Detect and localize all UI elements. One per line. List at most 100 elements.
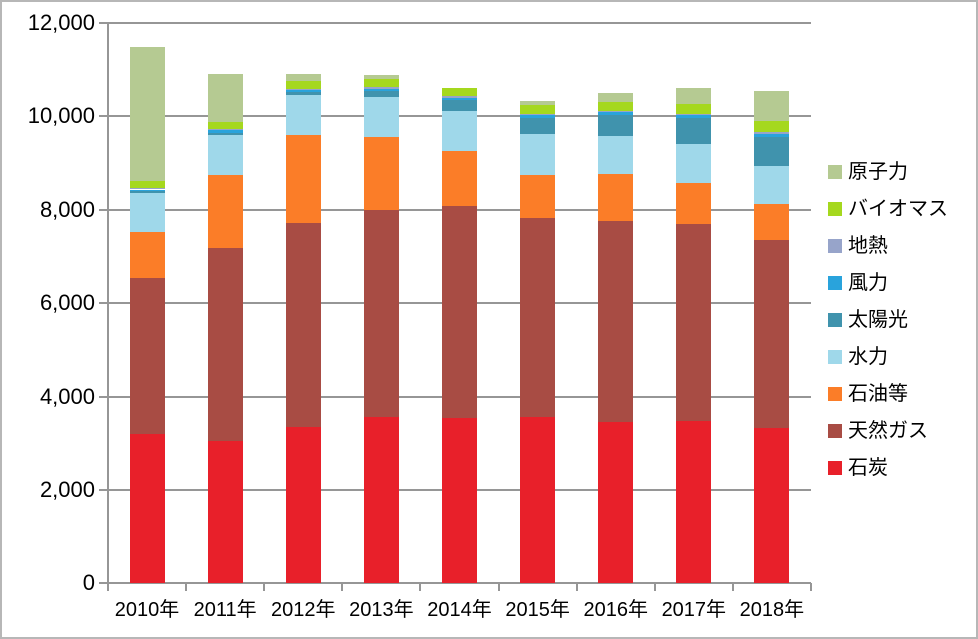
bar-segment-太陽光 <box>207 132 243 135</box>
x-axis-label: 2018年 <box>739 599 805 621</box>
bar-segment-水力 <box>676 143 712 183</box>
bar-segment-地熱 <box>520 113 556 116</box>
bar-segment-バイオマス <box>520 105 556 114</box>
x-tick <box>419 583 422 592</box>
bar-segment-風力 <box>598 112 634 116</box>
y-axis-label: 4,000 <box>39 383 95 409</box>
bar-segment-天然ガス <box>598 220 634 423</box>
x-tick <box>185 583 188 592</box>
bar-segment-水力 <box>363 97 399 137</box>
legend-label: バイオマス <box>848 198 948 220</box>
bar-segment-バイオマス <box>207 121 243 130</box>
bar-segment-風力 <box>520 115 556 118</box>
legend-swatch-icon <box>828 165 842 179</box>
bar-segment-水力 <box>754 166 790 205</box>
bar-segment-石油等 <box>598 173 634 221</box>
bar-segment-地熱 <box>598 110 634 113</box>
legend-swatch-icon <box>828 387 842 401</box>
bar-segment-石炭 <box>754 428 790 584</box>
bar-segment-天然ガス <box>363 209 399 417</box>
bar-segment-風力 <box>363 88 399 92</box>
x-tick <box>575 583 578 592</box>
bar-segment-太陽光 <box>676 118 712 144</box>
bar-segment-原子力 <box>363 74 399 80</box>
bar-segment-風力 <box>442 97 477 101</box>
y-axis-label: 8,000 <box>39 196 95 222</box>
bar-segment-原子力 <box>754 91 790 122</box>
bar-segment-石油等 <box>363 136 399 210</box>
bar-segment-太陽光 <box>129 191 165 193</box>
bar-segment-石油等 <box>754 204 790 241</box>
legend-swatch-icon <box>828 202 842 216</box>
bar-segment-太陽光 <box>754 137 790 167</box>
bar-segment-バイオマス <box>285 80 321 89</box>
bar-segment-風力 <box>676 115 712 119</box>
bar-segment-風力 <box>207 130 243 133</box>
bar-segment-バイオマス <box>676 103 712 114</box>
y-tick <box>99 395 108 398</box>
y-tick <box>99 208 108 211</box>
legend-label: 石油等 <box>848 383 908 405</box>
bar-segment-バイオマス <box>754 121 790 133</box>
y-axis-label: 2,000 <box>39 476 95 502</box>
bar-segment-石炭 <box>285 427 321 584</box>
legend-label: 天然ガス <box>848 420 928 442</box>
bar-segment-太陽光 <box>520 117 556 134</box>
bar-segment-天然ガス <box>520 218 556 418</box>
bar-segment-石炭 <box>129 433 165 584</box>
bar-segment-原子力 <box>285 73 321 81</box>
y-axis-label: 12,000 <box>27 10 95 35</box>
bar-segment-地熱 <box>442 96 477 98</box>
y-tick <box>99 22 108 24</box>
x-tick <box>497 583 500 592</box>
y-axis-label: 10,000 <box>27 103 95 129</box>
bar-segment-バイオマス <box>442 87 477 97</box>
bar-segment-石油等 <box>520 174 556 219</box>
bar-segment-地熱 <box>129 188 165 190</box>
bar-segment-水力 <box>520 133 556 175</box>
x-axis-label: 2016年 <box>583 599 648 621</box>
bar-segment-太陽光 <box>363 91 399 98</box>
x-axis-label: 2010年 <box>114 599 180 621</box>
x-tick <box>263 583 266 592</box>
x-axis-label: 2011年 <box>193 599 257 621</box>
bar-segment-水力 <box>442 110 477 152</box>
x-tick <box>653 583 656 592</box>
y-axis-label: 0 <box>82 570 95 596</box>
legend-label: 原子力 <box>848 161 908 183</box>
bar-segment-太陽光 <box>442 100 477 111</box>
legend-label: 水力 <box>848 346 888 368</box>
bar-segment-地熱 <box>207 129 243 131</box>
x-axis-line <box>108 582 811 585</box>
bar-segment-地熱 <box>754 132 790 134</box>
bar-segment-水力 <box>598 136 634 174</box>
x-axis-label: 2013年 <box>349 599 414 621</box>
legend-swatch-icon <box>828 276 842 290</box>
bar-segment-石油等 <box>676 182 712 225</box>
x-tick <box>731 583 734 592</box>
bar-segment-バイオマス <box>598 101 634 111</box>
x-axis-label: 2014年 <box>427 599 492 621</box>
bar-segment-天然ガス <box>754 240 790 429</box>
legend-swatch-icon <box>828 461 842 475</box>
bar-segment-石炭 <box>676 421 712 584</box>
bar-segment-石油等 <box>129 232 165 279</box>
y-tick <box>99 115 108 118</box>
x-tick <box>341 583 344 592</box>
bar-segment-地熱 <box>676 113 712 116</box>
bar-segment-石油等 <box>442 151 477 206</box>
x-tick <box>107 583 109 592</box>
x-axis-label: 2017年 <box>661 599 727 621</box>
bar-segment-石油等 <box>285 134 321 223</box>
y-axis-line <box>107 22 109 591</box>
y-gridline <box>108 22 811 24</box>
bar-segment-天然ガス <box>676 224 712 422</box>
legend-label: 地熱 <box>848 235 888 257</box>
bar-segment-太陽光 <box>598 115 634 137</box>
bar-segment-原子力 <box>207 74 243 122</box>
legend-label: 石炭 <box>848 457 888 479</box>
bar-segment-バイオマス <box>363 79 399 88</box>
legend-swatch-icon <box>828 239 842 253</box>
legend-label: 風力 <box>848 272 888 294</box>
